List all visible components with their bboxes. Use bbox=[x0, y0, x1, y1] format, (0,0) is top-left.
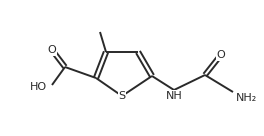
Text: S: S bbox=[119, 91, 126, 101]
Text: O: O bbox=[48, 45, 56, 55]
Text: O: O bbox=[217, 50, 225, 60]
Text: HO: HO bbox=[30, 82, 47, 92]
Text: NH₂: NH₂ bbox=[236, 93, 257, 103]
Text: NH: NH bbox=[166, 91, 182, 101]
